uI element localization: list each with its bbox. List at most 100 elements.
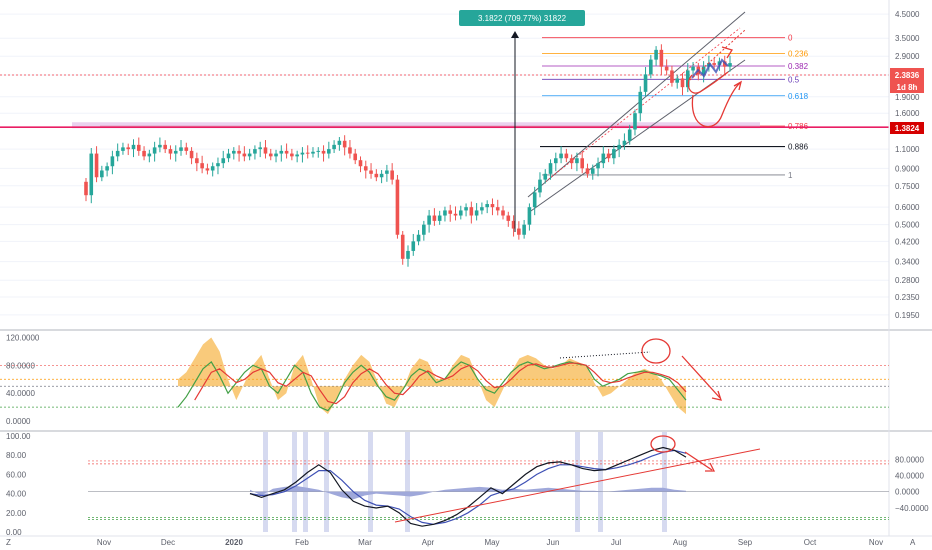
candle-body [517,228,521,235]
candle-body [189,150,194,159]
candle-body [490,204,495,208]
candle-body [126,147,131,150]
stochastic-pane[interactable]: 120.0000 80.0000 40.0000 0.0000 [0,333,889,426]
candle-body [115,150,120,157]
axis-settings-button[interactable]: A [910,538,916,547]
candle-body [200,163,204,169]
candle-body [427,215,431,225]
candle-body [374,173,379,178]
candle-body [142,150,146,157]
candle-body [385,170,389,174]
resistance-zone [72,122,760,129]
y-tick-label: 0.9000 [895,164,920,173]
x-tick-label: Apr [422,538,435,547]
candle-body [627,129,632,141]
oscillator-right-axis: 80.0000 40.0000 0.0000 −40.0000 [895,455,929,512]
candle-body [601,153,606,164]
current-price-label: 2.3836 [895,71,920,80]
candle-body [506,215,511,221]
x-tick-label: Jul [611,538,621,547]
candle-body [253,149,257,154]
candle-body [353,153,358,161]
candle-body [84,181,88,196]
peak-circle [650,435,676,453]
candle-body [237,150,241,154]
candle-body [179,147,183,151]
divergence-arrow-head [711,390,722,401]
highlight-bands [263,432,667,532]
candle-body [110,156,115,167]
candle-body [622,140,627,145]
x-tick-label: Aug [673,538,687,547]
stoch-y-tick: 40.0000 [6,389,35,398]
osc-right-tick: −40.0000 [895,504,929,513]
candle-body [633,113,637,130]
channel-median [544,27,741,183]
forecast-curve-arrow-head [733,80,743,91]
candle-body [522,224,526,235]
z-button[interactable]: Z [6,538,11,547]
y-tick-label: 1.6000 [895,109,920,118]
candle-body [712,63,716,65]
candle-body [337,140,342,145]
candle-body [321,150,326,154]
candle-body [342,140,347,148]
divergence-arrow [681,355,721,399]
candle-body [411,241,416,251]
candle-body [464,207,468,211]
candle-body [469,207,474,216]
stochastic-annotations [559,338,722,401]
candlestick-series [84,44,732,267]
osc-left-tick: 80.00 [6,451,27,460]
candle-body [664,66,669,71]
osc-right-tick: 40.0000 [895,472,924,481]
osc-right-tick: 80.0000 [895,455,924,464]
candle-body [554,158,558,164]
x-tick-label: 2020 [225,538,243,547]
stoch-y-tick: 120.0000 [6,333,40,342]
candle-body [606,153,611,159]
measure-label-box [459,10,585,26]
candle-body [379,173,384,178]
y-tick-label: 0.3400 [895,258,920,267]
candle-body [232,150,236,154]
candle-body [612,149,616,159]
y-tick-label: 0.1950 [895,311,920,320]
candle-body [163,144,167,150]
candle-body [495,207,500,211]
candle-body [305,152,310,154]
candle-body [100,170,104,178]
candle-body [691,66,695,71]
candle-body [406,250,410,259]
candle-body [432,215,437,221]
price-range-measure[interactable]: 3.1822 (709.77%) 31822 [459,10,585,232]
candle-body [701,66,706,75]
fib-level-label: 0.886 [788,143,809,152]
oscillator-pane[interactable]: 100.00 80.00 60.00 40.00 20.00 0.00 80.0000 40… [6,432,929,537]
annotations [687,29,746,128]
candle-body [527,207,532,225]
candle-body [575,158,579,164]
candle-body [311,151,315,154]
candle-body [569,158,574,164]
candle-body [511,220,516,229]
candle-body [543,173,548,180]
candle-body [453,213,458,216]
candle-body [290,153,294,157]
stochastic-d-line [194,362,687,405]
resistance-line[interactable] [0,122,889,129]
candle-body [480,207,484,211]
candle-body [358,160,363,167]
y-tick-label: 4.5000 [895,10,920,19]
bounce-arc [687,71,729,94]
candle-body [94,153,99,178]
candle-body [242,153,247,157]
highlight-band [575,432,580,532]
candle-body [590,168,595,174]
stoch-dotted-trend [559,351,651,359]
candle-body [532,192,537,208]
candle-body [501,210,505,216]
candle-body [400,234,405,259]
